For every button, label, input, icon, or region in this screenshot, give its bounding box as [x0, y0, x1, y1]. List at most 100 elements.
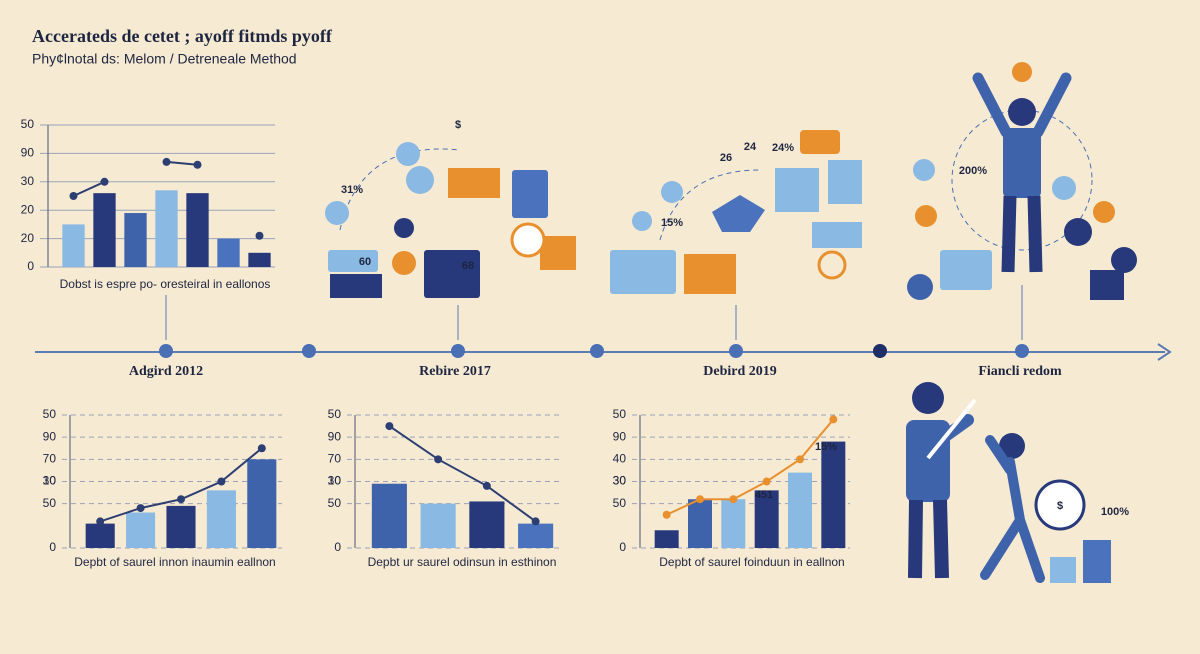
- icon: [1090, 270, 1124, 300]
- trend-point: [531, 517, 540, 526]
- timeline-dot: [590, 344, 604, 358]
- icon: [684, 254, 736, 294]
- chart-caption: Depbt ur saurel odinsun in esthinon: [368, 555, 557, 569]
- icon: [540, 236, 576, 270]
- y-tick-label: 90: [328, 429, 342, 443]
- trend-point: [829, 415, 838, 424]
- bar: [155, 190, 178, 267]
- trend-point: [434, 455, 443, 464]
- icon-label: 60: [359, 256, 371, 268]
- icon: [448, 168, 500, 198]
- y-tick-label: 20: [21, 231, 35, 245]
- bar: [124, 213, 147, 267]
- head: [912, 382, 944, 414]
- timeline-dot: [873, 344, 887, 358]
- icon: [907, 274, 933, 300]
- bar: [217, 238, 240, 267]
- bar: [371, 483, 407, 548]
- bar: [688, 499, 712, 548]
- icon: [325, 201, 349, 225]
- y-tick-label: 70: [43, 452, 57, 466]
- icon: [913, 159, 935, 181]
- trend-point: [177, 495, 185, 504]
- trend-point: [257, 444, 266, 453]
- y-tick-label: 30: [613, 474, 627, 488]
- icon: [828, 160, 862, 204]
- trend-point: [762, 477, 771, 486]
- bar: [721, 499, 746, 548]
- timeline-label: Adgird 2012: [129, 364, 203, 379]
- icon: [1052, 176, 1076, 200]
- icon: [330, 274, 382, 298]
- bar: [248, 252, 271, 267]
- icon: [915, 205, 937, 227]
- timeline-dot: [302, 344, 316, 358]
- icon: [812, 222, 862, 248]
- y-tick-label: 50: [43, 496, 57, 510]
- bar: [754, 490, 779, 548]
- head: [1008, 98, 1036, 126]
- icon: [712, 195, 765, 232]
- timeline: Adgird 2012 Rebire 2017 Debird 2019 Fian…: [35, 285, 1172, 379]
- chart-caption: Dobst is espre po- oresteiral in eallono…: [60, 277, 271, 291]
- icon: [632, 211, 652, 231]
- bar: [420, 503, 456, 548]
- dashed-circle: [951, 109, 1093, 251]
- y-tick-label: 30: [43, 474, 57, 488]
- chart-caption: Depbt of saurel foinduun in eallnon: [659, 555, 844, 569]
- icons-2017: $ 60 68 31%: [325, 119, 576, 298]
- icon: [775, 168, 819, 212]
- trend-line: [666, 418, 835, 516]
- body: [1003, 128, 1041, 198]
- trend-point: [385, 422, 394, 431]
- icon-label: 31%: [341, 184, 363, 196]
- icon-label: 24%: [772, 142, 794, 154]
- timeline-label: Debird 2019: [703, 364, 777, 379]
- deco-bar: [1083, 540, 1111, 583]
- bar: [821, 441, 846, 548]
- y-tick-label: 30: [21, 174, 35, 188]
- timeline-label: Rebire 2017: [419, 364, 491, 379]
- y-tick-label: 0: [49, 540, 56, 554]
- icon-label: 100%: [1101, 506, 1129, 518]
- icon: [1064, 218, 1092, 246]
- head: [999, 433, 1025, 459]
- y-tick-label: 50: [21, 117, 35, 131]
- icon-label: $: [1057, 500, 1063, 512]
- dashed-arc: [659, 169, 761, 241]
- title: Accerateds de cetet ; ayoff fitmds pyoff: [32, 26, 333, 46]
- bar: [186, 193, 209, 267]
- y-tick-label: 10: [43, 474, 57, 488]
- icon: [610, 250, 676, 294]
- y-tick-label: 10: [328, 474, 342, 488]
- bar-label: 451: [755, 489, 773, 501]
- trend-point: [482, 481, 491, 490]
- timeline-label: Fiancli redom: [978, 364, 1062, 379]
- trend-point: [69, 192, 78, 200]
- trend-line: [73, 180, 105, 197]
- icon: [1111, 247, 1137, 273]
- y-tick-label: 90: [43, 429, 57, 443]
- bar: [126, 512, 156, 548]
- trend-point: [217, 477, 226, 486]
- y-tick-label: 20: [21, 202, 35, 216]
- legs: [908, 499, 949, 579]
- trend-line: [166, 160, 198, 166]
- trend-point: [662, 510, 671, 519]
- y-tick-label: 0: [334, 540, 341, 554]
- y-tick-label: 50: [328, 496, 342, 510]
- y-tick-label: 70: [328, 452, 342, 466]
- bar: [469, 501, 505, 548]
- icon-label: $: [455, 119, 461, 131]
- trend-point: [255, 231, 264, 240]
- arrow: [926, 398, 977, 460]
- icons-2019: 26 24 15% 24%: [610, 130, 862, 294]
- coin-bubble: [1034, 479, 1086, 531]
- y-tick-label: 0: [27, 259, 34, 273]
- trend-line: [388, 425, 537, 523]
- timeline-dot: [729, 344, 743, 358]
- icon-label: 24: [744, 141, 757, 153]
- y-tick-label: 50: [613, 496, 627, 510]
- icon: [510, 222, 546, 258]
